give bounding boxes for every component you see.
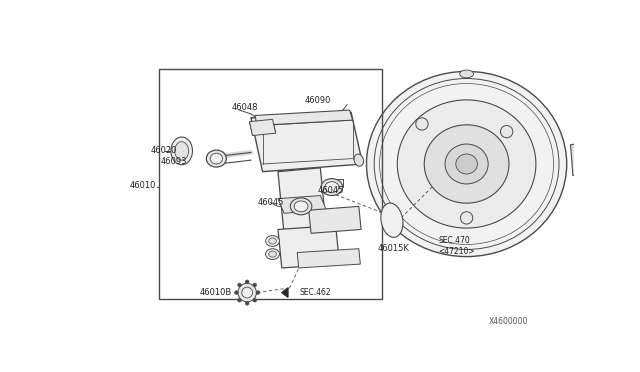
- Ellipse shape: [206, 150, 227, 167]
- Circle shape: [245, 280, 249, 284]
- Ellipse shape: [266, 249, 280, 260]
- Ellipse shape: [210, 153, 223, 164]
- Text: SEC.462: SEC.462: [300, 288, 331, 297]
- Ellipse shape: [424, 125, 509, 203]
- Circle shape: [253, 283, 257, 287]
- Polygon shape: [570, 141, 600, 176]
- Ellipse shape: [321, 179, 342, 196]
- Text: <47210>: <47210>: [438, 247, 475, 256]
- Circle shape: [245, 301, 249, 305]
- Polygon shape: [278, 168, 328, 250]
- Text: 46045: 46045: [318, 186, 344, 195]
- Circle shape: [460, 212, 473, 224]
- Polygon shape: [297, 249, 360, 268]
- Polygon shape: [278, 225, 340, 268]
- Text: 46093: 46093: [161, 157, 188, 166]
- Ellipse shape: [269, 251, 276, 257]
- Text: 46015K: 46015K: [378, 244, 410, 253]
- Circle shape: [416, 118, 428, 130]
- Text: 46048: 46048: [232, 103, 259, 112]
- Circle shape: [242, 287, 253, 298]
- Text: 46020: 46020: [151, 145, 177, 155]
- Text: SEC.470: SEC.470: [438, 237, 470, 246]
- Polygon shape: [251, 112, 363, 172]
- Ellipse shape: [294, 201, 308, 212]
- Ellipse shape: [367, 71, 566, 257]
- Circle shape: [256, 291, 260, 295]
- Polygon shape: [594, 137, 604, 151]
- Circle shape: [238, 283, 257, 302]
- Ellipse shape: [171, 137, 193, 165]
- Ellipse shape: [381, 203, 403, 237]
- Circle shape: [234, 291, 238, 295]
- Ellipse shape: [325, 182, 339, 192]
- Ellipse shape: [456, 154, 477, 174]
- Polygon shape: [282, 288, 288, 297]
- Bar: [159, 69, 382, 299]
- Circle shape: [253, 298, 257, 302]
- Polygon shape: [278, 196, 326, 213]
- Polygon shape: [255, 110, 353, 125]
- Ellipse shape: [460, 70, 474, 78]
- Ellipse shape: [291, 198, 312, 215]
- Polygon shape: [250, 119, 276, 135]
- Ellipse shape: [445, 144, 488, 184]
- Ellipse shape: [397, 100, 536, 228]
- Ellipse shape: [354, 154, 364, 166]
- Text: 46010B: 46010B: [200, 288, 232, 297]
- Circle shape: [237, 283, 241, 287]
- Text: 46010: 46010: [129, 181, 156, 190]
- Text: X4600000: X4600000: [489, 317, 528, 326]
- Ellipse shape: [266, 235, 280, 246]
- Ellipse shape: [269, 238, 276, 244]
- Text: 46090: 46090: [305, 96, 332, 105]
- Ellipse shape: [175, 142, 189, 160]
- Circle shape: [237, 298, 241, 302]
- Circle shape: [500, 125, 513, 138]
- Polygon shape: [308, 206, 361, 233]
- Text: 46045: 46045: [257, 198, 284, 207]
